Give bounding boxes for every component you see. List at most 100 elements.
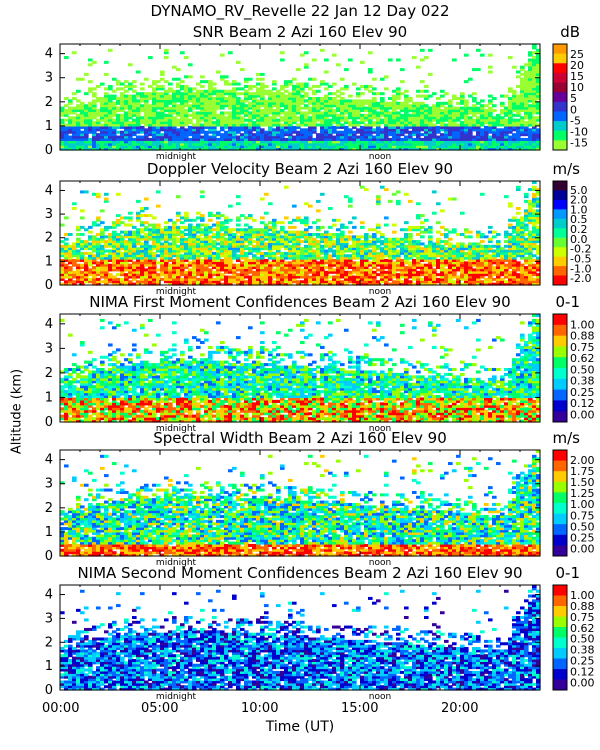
heatmap-cell [240, 125, 245, 129]
heatmap-cell [108, 277, 113, 281]
heatmap-cell [336, 137, 341, 141]
heatmap-cell [200, 125, 205, 129]
heatmap-cell [384, 137, 389, 141]
heatmap-cell [140, 142, 145, 146]
heatmap-cell [132, 125, 137, 129]
heatmap-cell [276, 266, 281, 270]
heatmap-cell [476, 68, 481, 72]
heatmap-cell [200, 140, 205, 144]
heatmap-cell [404, 94, 409, 98]
heatmap-cell [176, 251, 181, 255]
heatmap-cell [140, 140, 145, 144]
heatmap-cell [208, 235, 213, 239]
heatmap-cell [104, 113, 109, 117]
heatmap-cell [536, 75, 541, 79]
heatmap-cell [164, 137, 169, 141]
heatmap-cell [280, 261, 285, 265]
heatmap-cell [152, 256, 157, 260]
heatmap-cell [336, 135, 341, 139]
heatmap-cell [256, 82, 261, 86]
heatmap-cell [340, 259, 345, 262]
heatmap-cell [180, 261, 185, 265]
heatmap-cell [64, 266, 69, 270]
heatmap-cell [256, 133, 261, 137]
heatmap-cell [472, 118, 477, 122]
heatmap-cell [280, 99, 285, 103]
heatmap-cell [340, 233, 345, 236]
heatmap-cell [140, 270, 145, 274]
heatmap-cell [500, 116, 505, 120]
heatmap-cell [260, 142, 265, 146]
heatmap-cell [348, 145, 353, 149]
heatmap-cell [200, 130, 205, 134]
heatmap-cell [436, 130, 441, 134]
heatmap-cell [364, 123, 369, 127]
heatmap-cell [524, 106, 529, 110]
heatmap-cell [324, 142, 329, 146]
heatmap-cell [100, 280, 105, 284]
heatmap-cell [240, 263, 245, 267]
heatmap-cell [520, 82, 525, 86]
heatmap-cell [376, 106, 381, 110]
heatmap-cell [156, 235, 161, 239]
heatmap-cell [284, 106, 289, 110]
heatmap-cell [128, 237, 133, 241]
heatmap-cell [224, 121, 229, 125]
heatmap-cell [500, 118, 505, 122]
heatmap-cell [388, 125, 393, 129]
heatmap-cell [348, 111, 353, 115]
heatmap-cell [360, 116, 365, 120]
heatmap-cell [472, 106, 477, 110]
heatmap-cell [448, 99, 453, 103]
heatmap-cell [184, 75, 189, 79]
heatmap-cell [256, 87, 261, 91]
heatmap-cell [532, 44, 537, 48]
heatmap-cell [484, 109, 489, 113]
heatmap-cell [336, 247, 341, 251]
heatmap-cell [480, 111, 485, 115]
heatmap-cell [72, 145, 77, 149]
heatmap-cell [256, 233, 261, 236]
heatmap-cell [132, 244, 137, 248]
heatmap-cell [416, 261, 421, 265]
heatmap-cell [408, 244, 413, 248]
heatmap-cell [136, 228, 141, 232]
heatmap-cell [180, 233, 185, 236]
heatmap-cell [356, 116, 361, 120]
heatmap-cell [180, 277, 185, 281]
heatmap-cell [232, 254, 237, 258]
heatmap-cell [496, 116, 501, 120]
heatmap-cell [124, 254, 129, 258]
heatmap-cell [60, 270, 65, 274]
heatmap-cell [528, 53, 533, 57]
heatmap-cell [228, 135, 233, 139]
heatmap-cell [456, 116, 461, 120]
heatmap-cell [104, 282, 109, 286]
heatmap-cell [144, 251, 149, 255]
heatmap-cell [120, 113, 125, 117]
heatmap-cell [304, 254, 309, 258]
heatmap-cell [240, 251, 245, 255]
heatmap-cell [344, 247, 349, 251]
heatmap-cell [532, 147, 537, 151]
heatmap-cell [208, 280, 213, 284]
heatmap-cell [164, 118, 169, 122]
heatmap-cell [188, 225, 193, 229]
heatmap-cell [400, 113, 405, 117]
heatmap-cell [428, 133, 433, 137]
heatmap-cell [132, 282, 137, 286]
heatmap-cell [432, 111, 437, 115]
heatmap-cell [520, 109, 525, 113]
heatmap-cell [396, 118, 401, 122]
heatmap-cell [200, 228, 205, 232]
heatmap-cell [148, 133, 153, 137]
heatmap-cell [188, 147, 193, 151]
heatmap-cell [256, 251, 261, 255]
heatmap-cell [280, 256, 285, 260]
heatmap-cell [392, 230, 397, 234]
heatmap-cell [200, 214, 205, 218]
heatmap-cell [124, 99, 129, 103]
heatmap-cell [292, 101, 297, 105]
heatmap-cell [440, 137, 445, 141]
heatmap-cell [212, 223, 217, 227]
